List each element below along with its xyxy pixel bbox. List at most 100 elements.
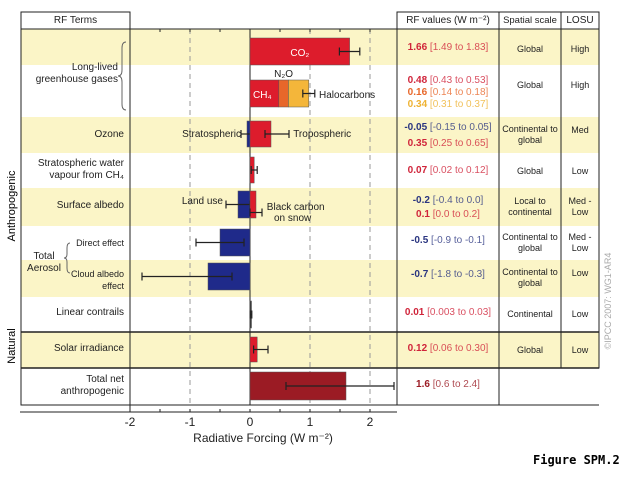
bar-label-on-snow: on snow bbox=[274, 213, 312, 224]
rf-range: [0.31 to 0.37] bbox=[429, 99, 489, 110]
rf-best-estimate: -0.05 bbox=[404, 122, 428, 133]
rf-value: -0.5 [-0.9 to -0.1] bbox=[397, 235, 499, 247]
rf-range: [0.0 to 0.2] bbox=[432, 209, 480, 220]
term-llghg: Long-lived greenhouse gases bbox=[35, 62, 118, 85]
losu: Med bbox=[571, 125, 589, 135]
rf-range: [0.06 to 0.30] bbox=[429, 343, 489, 354]
brace-icon bbox=[63, 242, 71, 274]
bar-8 bbox=[249, 190, 257, 219]
bar-0 bbox=[249, 37, 350, 66]
spatial-scale: Global bbox=[516, 44, 543, 54]
losu: Low bbox=[571, 309, 589, 319]
rf-value: 0.1 [0.0 to 0.2] bbox=[397, 209, 499, 221]
x-tick-label: 0 bbox=[247, 415, 254, 429]
bar-label-halocarbons: Halocarbons bbox=[319, 90, 375, 101]
rf-best-estimate: 0.1 bbox=[416, 209, 430, 220]
term-surface-albedo: Surface albedo bbox=[56, 200, 124, 211]
group-natural: Natural bbox=[6, 328, 18, 364]
rf-value: -0.7 [-1.8 to -0.3] bbox=[397, 269, 499, 281]
bar-2 bbox=[278, 79, 289, 108]
rf-value: 0.12 [0.06 to 0.30] bbox=[397, 343, 499, 355]
term-total-net: Total net anthropogenic bbox=[60, 374, 124, 397]
rf-best-estimate: -0.5 bbox=[411, 235, 429, 246]
rf-range: [-0.15 to 0.05] bbox=[429, 122, 492, 133]
rf-range: [0.6 to 2.4] bbox=[432, 379, 480, 390]
spatial-scale: Continental to global bbox=[502, 267, 558, 288]
losu: Low bbox=[571, 345, 589, 355]
rf-range: [-0.9 to -0.1] bbox=[431, 235, 485, 246]
spatial-scale: Local to continental bbox=[508, 196, 552, 217]
copyright: ©IPCC 2007: WG1-AR4 bbox=[603, 252, 613, 350]
spatial-scale: Global bbox=[516, 80, 543, 90]
losu: Med - Low bbox=[568, 196, 592, 217]
rf-range: [-1.8 to -0.3] bbox=[431, 269, 485, 280]
spatial-scale: Global bbox=[516, 166, 543, 176]
brace-icon bbox=[117, 41, 127, 111]
x-axis-title: Radiative Forcing (W m⁻²) bbox=[193, 431, 333, 445]
rf-best-estimate: 0.01 bbox=[404, 307, 425, 318]
rf-value: -0.2 [-0.4 to 0.0] bbox=[397, 195, 499, 207]
spatial-scale: Continental to global bbox=[502, 124, 558, 145]
bar-1 bbox=[249, 79, 280, 108]
rf-best-estimate: 1.66 bbox=[407, 42, 428, 53]
rf-best-estimate: 0.16 bbox=[407, 87, 428, 98]
bar-label-tropospheric: Tropospheric bbox=[293, 129, 351, 140]
rf-range: [0.25 to 0.65] bbox=[429, 138, 489, 149]
spatial-scale: High bbox=[570, 80, 590, 90]
bar-label-co2: CO₂ bbox=[290, 48, 309, 59]
term-cloud-albedo: Cloud albedo effect bbox=[70, 269, 124, 291]
scale-column-border bbox=[498, 11, 600, 369]
rf-value: 0.01 [0.003 to 0.03] bbox=[397, 307, 499, 319]
rf-range: [0.003 to 0.03] bbox=[427, 307, 492, 318]
rf-value: 1.66 [1.49 to 1.83] bbox=[397, 42, 499, 54]
term-direct-effect: Direct effect bbox=[76, 238, 124, 248]
rf-best-estimate: -0.7 bbox=[411, 269, 429, 280]
header-losu: LOSU bbox=[566, 15, 594, 26]
rf-range: [-0.4 to 0.0] bbox=[432, 195, 484, 206]
rf-range: [0.14 to 0.18] bbox=[429, 87, 489, 98]
spatial-scale: Global bbox=[516, 345, 543, 355]
rf-best-estimate: 0.07 bbox=[407, 165, 428, 176]
bar-label-stratospheric: Stratospheric bbox=[182, 129, 241, 140]
x-tick-label: 1 bbox=[307, 415, 314, 429]
group-anthropogenic: Anthropogenic bbox=[6, 170, 18, 242]
rf-value: 0.34 [0.31 to 0.37] bbox=[397, 99, 499, 111]
rf-value: 0.48 [0.43 to 0.53] bbox=[397, 75, 499, 87]
terms-column-border bbox=[20, 11, 131, 406]
rf-best-estimate: 0.34 bbox=[407, 99, 428, 110]
rf-best-estimate: 1.6 bbox=[416, 379, 430, 390]
term-solar: Solar irradiance bbox=[53, 343, 124, 354]
term-total-aerosol: Total Aerosol bbox=[27, 251, 61, 274]
spatial-scale: Continental bbox=[507, 309, 553, 319]
spatial-scale: Continental to global bbox=[502, 232, 558, 253]
header-spatial-scale: Spatial scale bbox=[503, 15, 557, 26]
term-ozone: Ozone bbox=[94, 129, 124, 140]
rf-value: 1.6 [0.6 to 2.4] bbox=[397, 379, 499, 391]
rf-value: 0.16 [0.14 to 0.18] bbox=[397, 87, 499, 99]
rf-best-estimate: 0.35 bbox=[407, 138, 428, 149]
rf-range: [0.02 to 0.12] bbox=[429, 165, 489, 176]
losu: Low bbox=[571, 166, 589, 176]
rf-best-estimate: 0.12 bbox=[407, 343, 428, 354]
x-tick-label: -1 bbox=[185, 415, 196, 429]
losu: High bbox=[570, 44, 590, 54]
rf-best-estimate: -0.2 bbox=[412, 195, 430, 206]
bar-label-n2o: N₂O bbox=[274, 69, 293, 80]
header-rf-values: RF values (W m⁻²) bbox=[406, 15, 490, 26]
term-strat-water: Stratospheric water vapour from CH₄ bbox=[37, 158, 124, 181]
rf-range: [0.43 to 0.53] bbox=[429, 75, 489, 86]
rf-best-estimate: 0.48 bbox=[407, 75, 428, 86]
bar-label-ch4: CH₄ bbox=[253, 90, 272, 101]
header-rf-terms: RF Terms bbox=[53, 15, 98, 26]
losu: Low bbox=[571, 268, 589, 278]
rf-value: -0.05 [-0.15 to 0.05] bbox=[397, 122, 499, 134]
bar-label-black-carbon: Black carbon bbox=[267, 202, 325, 213]
rf-range: [1.49 to 1.83] bbox=[429, 42, 489, 53]
figure-label: Figure SPM.2 bbox=[533, 453, 620, 467]
x-tick-label: 2 bbox=[367, 415, 374, 429]
bar-label-land-use: Land use bbox=[182, 196, 224, 207]
x-tick-label: -2 bbox=[125, 415, 136, 429]
rf-value: 0.35 [0.25 to 0.65] bbox=[397, 138, 499, 150]
